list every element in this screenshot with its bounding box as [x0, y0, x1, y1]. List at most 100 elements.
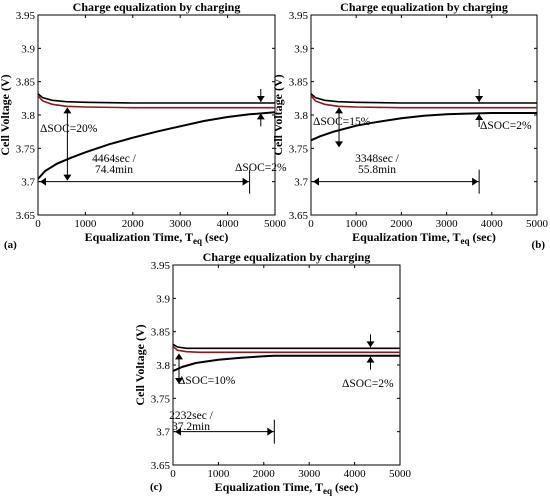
x-tick-label: 5000 [389, 468, 412, 480]
x-tick-label: 2000 [390, 218, 413, 230]
x-axis-label-main: Equalization Time, T [352, 230, 460, 244]
dsoc-initial-arrowhead-up [335, 107, 344, 114]
series-line-1 [172, 343, 400, 350]
x-tick-label: 4000 [344, 468, 367, 480]
x-tick-label: 1000 [207, 468, 230, 480]
dsoc-initial-arrowhead-down [175, 378, 183, 384]
y-axis-label: Cell Voltage (V) [133, 324, 147, 405]
dsoc-final-arrowhead-up [475, 114, 484, 120]
y-tick-label: 3.65 [151, 460, 171, 472]
x-axis-label-subscript: eq [461, 236, 470, 246]
chart-title: Charge equalization by charging [340, 0, 508, 14]
time-label-line1: 3348sec / [355, 153, 400, 165]
time-span-arrowhead-left [313, 177, 319, 186]
dsoc-initial-arrowhead-down [63, 174, 72, 181]
x-axis-label-unit: (sec) [470, 230, 496, 244]
x-tick-label: 2000 [253, 468, 276, 480]
y-tick-label: 3.7 [21, 177, 35, 189]
plot-area-frame [172, 264, 401, 466]
x-tick-label: 4000 [217, 218, 240, 230]
time-span-arrowhead-right [242, 177, 249, 186]
time-span-arrowhead-right [267, 427, 274, 436]
x-tick-label: 5000 [264, 218, 287, 230]
y-tick-label: 3.95 [151, 260, 171, 272]
chart-panel-2: 0 1000 2000 3000 4000 5000 3.65 3.7 3.75 3.8 3.85 3… [271, 0, 549, 251]
y-tick-label: 3.85 [16, 77, 36, 89]
time-label-line2: 74.4min [95, 164, 133, 176]
dsoc-initial-label: ΔSOC=20% [40, 123, 98, 135]
time-label-line2: 55.8min [358, 164, 396, 176]
time-label-line2: 37.2min [172, 421, 210, 433]
series-line-3 [37, 111, 276, 180]
time-span-arrowhead-left [40, 177, 46, 186]
series-line-1 [37, 93, 275, 104]
x-axis-label-main: Equalization Time, T [85, 230, 193, 244]
dsoc-final-arrowhead-down [366, 341, 375, 348]
x-axis-label: Equalization Time, Teq (sec) [352, 230, 496, 246]
y-tick-label: 3.75 [151, 393, 171, 405]
chart-title: Charge equalization by charging [73, 0, 241, 14]
x-tick-label: 5000 [526, 218, 549, 230]
x-tick-label: 1000 [74, 218, 97, 230]
y-tick-label: 3.8 [21, 110, 35, 122]
y-tick-label: 3.65 [289, 210, 309, 222]
y-axis-label: Cell Voltage (V) [0, 74, 12, 155]
y-tick-label: 3.8 [294, 110, 308, 122]
chart-title: Charge equalization by charging [203, 250, 371, 264]
y-axis-label: Cell Voltage (V) [271, 74, 285, 155]
panel-label: (c) [150, 481, 163, 493]
x-tick-label: 0 [308, 218, 314, 230]
dsoc-initial-label: ΔSOC=10% [178, 375, 236, 387]
chart-panel-3: 0 1000 2000 3000 4000 5000 3.65 3.7 3.75 3.8 3.85 3… [133, 250, 412, 496]
series-line-2 [172, 345, 400, 354]
dsoc-final-label: ΔSOC=2% [235, 162, 287, 174]
y-tick-label: 3.8 [156, 360, 170, 372]
x-tick-label: 4000 [481, 218, 504, 230]
dsoc-initial-arrowhead-up [175, 353, 183, 360]
x-tick-label: 3000 [436, 218, 459, 230]
dsoc-final-label: ΔSOC=2% [342, 378, 394, 390]
x-tick-label: 0 [35, 218, 41, 230]
time-label-line1: 4464sec / [92, 153, 137, 165]
y-tick-label: 3.9 [21, 43, 35, 55]
panel-label: (b) [532, 239, 546, 251]
dsoc-initial-label: ΔSOC=15% [313, 116, 371, 128]
y-tick-label: 3.7 [156, 427, 170, 439]
y-tick-label: 3.75 [289, 143, 309, 155]
x-tick-label: 1000 [345, 218, 368, 230]
y-tick-label: 3.85 [289, 77, 309, 89]
series-line-1 [310, 93, 537, 104]
series-line-3 [172, 354, 400, 372]
dsoc-final-arrowhead-up [256, 113, 265, 120]
x-tick-label: 3000 [298, 468, 321, 480]
y-tick-label: 3.75 [16, 143, 36, 155]
chart-panel-1: 0 1000 2000 3000 4000 5000 3.65 3.7 3.75 3.8 3.85 3… [0, 0, 287, 251]
y-tick-label: 3.95 [16, 10, 36, 22]
x-axis-label: Equalization Time, Teq (sec) [85, 230, 229, 246]
x-axis-label-unit: (sec) [202, 230, 228, 244]
y-tick-label: 3.7 [294, 177, 308, 189]
dsoc-final-arrowhead-down [475, 96, 484, 102]
y-tick-label: 3.95 [289, 10, 309, 22]
x-tick-label: 3000 [169, 218, 192, 230]
series-line-2 [37, 95, 275, 109]
time-span-arrowhead-right [472, 177, 479, 186]
series-line-3 [310, 112, 537, 142]
dsoc-final-arrowhead-down [256, 96, 265, 102]
dsoc-initial-arrowhead-down [335, 141, 344, 148]
series-line-2 [310, 95, 537, 109]
y-tick-label: 3.85 [151, 327, 171, 339]
y-tick-label: 3.65 [16, 210, 36, 222]
x-axis-label-subscript: eq [193, 236, 202, 246]
dsoc-initial-arrowhead-up [63, 107, 72, 114]
dsoc-final-label: ΔSOC=2% [480, 120, 532, 132]
time-label-line1: 2232sec / [169, 410, 214, 422]
y-tick-label: 3.9 [156, 293, 170, 305]
x-axis-label-main: Equalization Time, T [215, 480, 323, 494]
y-tick-label: 3.9 [294, 43, 308, 55]
x-axis-label-subscript: eq [323, 486, 332, 496]
dsoc-final-arrowhead-up [366, 356, 375, 363]
time-span-arrowhead-left [175, 427, 181, 436]
x-tick-label: 0 [170, 468, 176, 480]
